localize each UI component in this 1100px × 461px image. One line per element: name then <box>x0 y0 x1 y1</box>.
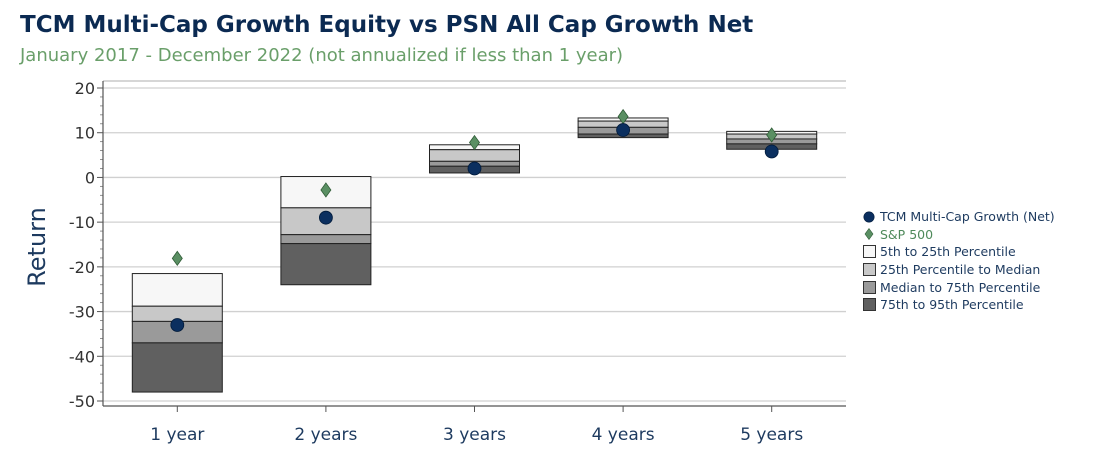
sp500-point <box>766 127 778 143</box>
y-axis-label: Return <box>23 207 51 287</box>
y-tick-label: -20 <box>69 258 95 277</box>
percentile-band <box>280 176 372 209</box>
tcm-point <box>170 318 185 332</box>
sp500-point <box>469 134 480 151</box>
x-tick-label: 4 years <box>592 425 655 445</box>
tcm-point <box>467 161 482 176</box>
band-swatch-icon <box>862 263 876 277</box>
y-tick-label: 20 <box>75 79 95 98</box>
legend-item-band-1: 5th to 25th Percentile <box>862 243 1055 261</box>
percentile-band <box>280 243 372 286</box>
y-tick-label: 10 <box>75 124 95 143</box>
circle-marker-icon <box>862 210 876 224</box>
band-swatch-icon <box>862 245 876 259</box>
legend-item-tcm: TCM Multi-Cap Growth (Net) <box>862 208 1055 226</box>
sp500-point <box>171 250 183 267</box>
y-tick-label: -50 <box>69 392 95 411</box>
legend-item-sp500: S&P 500 <box>862 226 1055 244</box>
percentile-band <box>280 234 372 245</box>
band-swatch-icon <box>862 280 876 294</box>
tcm-point <box>318 210 333 225</box>
legend-label-band-4: 75th to 95th Percentile <box>880 297 1024 313</box>
legend-item-band-2: 25th Percentile to Median <box>862 261 1055 279</box>
y-tick-label: -40 <box>69 347 95 366</box>
legend-item-band-4: 75th to 95th Percentile <box>862 296 1055 314</box>
band-swatch-icon <box>862 298 876 312</box>
legend-label-band-3: Median to 75th Percentile <box>880 279 1041 295</box>
diamond-marker-icon <box>862 227 876 241</box>
chart-title: TCM Multi-Cap Growth Equity vs PSN All C… <box>20 12 754 38</box>
tcm-point <box>616 123 630 137</box>
chart-legend: TCM Multi-Cap Growth (Net) S&P 500 5th t… <box>862 208 1055 314</box>
y-tick-label: -10 <box>69 213 95 232</box>
x-tick-label: 3 years <box>443 425 506 445</box>
x-tick-label: 5 years <box>740 425 803 445</box>
legend-item-band-3: Median to 75th Percentile <box>862 278 1055 296</box>
y-tick-label: 0 <box>85 168 95 187</box>
legend-label-sp500: S&P 500 <box>880 226 934 242</box>
legend-label-tcm: TCM Multi-Cap Growth (Net) <box>880 209 1055 225</box>
legend-label-band-2: 25th Percentile to Median <box>880 262 1041 278</box>
percentile-band <box>131 273 223 307</box>
y-tick-label: -30 <box>69 303 95 322</box>
tcm-point <box>764 144 779 159</box>
sp500-point <box>320 182 332 198</box>
percentile-band <box>429 149 520 162</box>
percentile-band <box>131 342 223 393</box>
legend-label-band-1: 5th to 25th Percentile <box>880 244 1016 260</box>
chart-subtitle: January 2017 - December 2022 (not annual… <box>20 45 624 66</box>
x-tick-label: 1 year <box>150 425 204 445</box>
x-tick-label: 2 years <box>294 425 357 445</box>
